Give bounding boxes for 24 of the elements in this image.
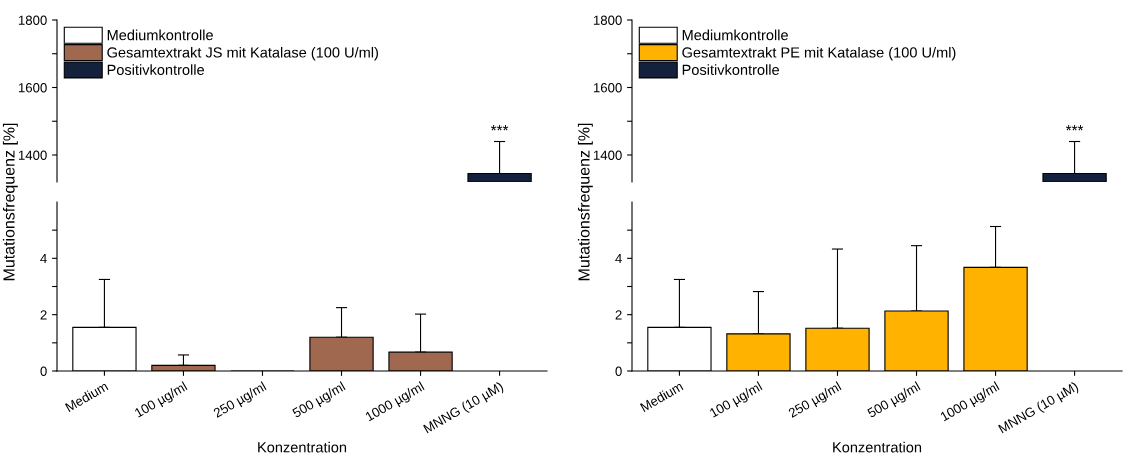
- y-tick-label: 1400: [18, 150, 47, 160]
- y-tick-label: 4: [615, 254, 622, 264]
- x-axis-title: Konzentration: [258, 441, 347, 453]
- annotation: ***: [1065, 125, 1084, 131]
- legend-label: Gesamtextrakt PE mit Katalase (100 U/ml): [682, 46, 956, 61]
- legend-label: Positivkontrolle: [107, 64, 205, 75]
- x-axis-title: Konzentration: [833, 441, 922, 453]
- legend-label: Positivkontrolle: [682, 64, 780, 75]
- y-tick-label: 4: [40, 254, 47, 264]
- y-tick-label: 2: [40, 310, 47, 320]
- y-tick-label: 1400: [593, 150, 622, 160]
- legend-label: Mediumkontrolle: [682, 29, 788, 41]
- y-tick-label: 1800: [18, 15, 47, 25]
- y-tick-label: 1600: [593, 83, 622, 93]
- y-tick-label: 2: [615, 310, 622, 320]
- legend-label: Mediumkontrolle: [107, 29, 213, 41]
- y-axis-title: Mutationsfrequenz [%]: [577, 123, 593, 281]
- y-tick-label: 1600: [18, 83, 47, 93]
- legend-label: Gesamtextrakt JS mit Katalase (100 U/ml): [107, 46, 378, 61]
- y-tick-label: 0: [615, 366, 622, 376]
- annotation: ***: [490, 125, 509, 131]
- y-axis-title: Mutationsfrequenz [%]: [2, 123, 18, 281]
- y-tick-label: 0: [40, 366, 47, 376]
- y-tick-label: 1800: [593, 15, 622, 25]
